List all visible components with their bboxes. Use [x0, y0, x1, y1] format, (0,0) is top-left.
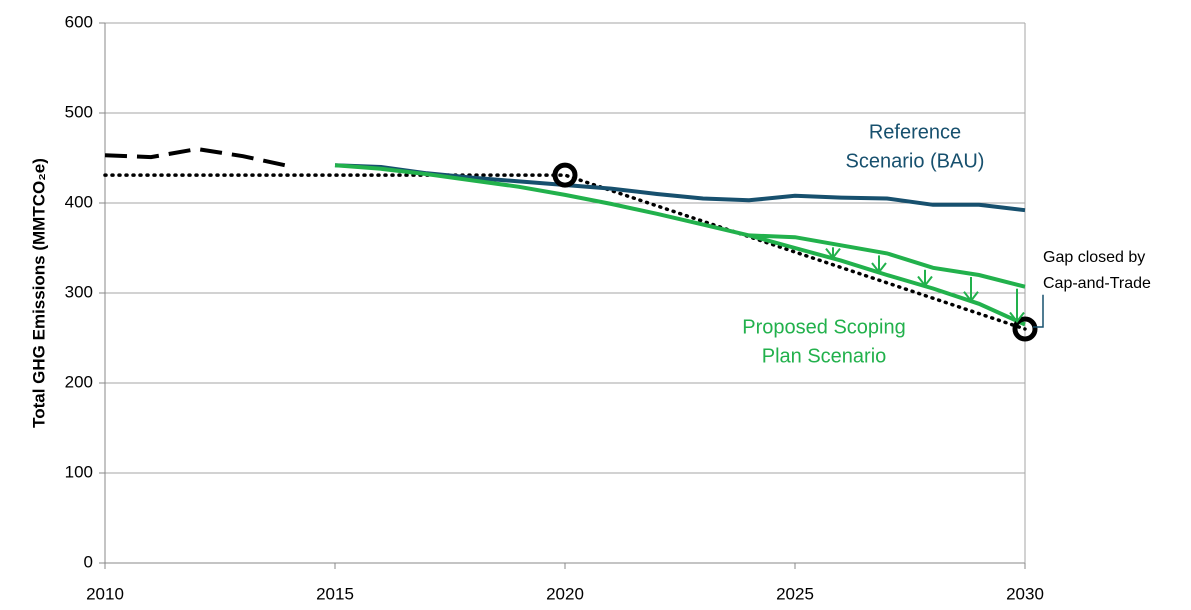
series-line: [103, 173, 1027, 331]
y-tick-label: 600: [65, 12, 93, 31]
x-tick-label: 2015: [316, 584, 354, 603]
annotation: Scenario (BAU): [846, 150, 985, 172]
y-tick-label: 300: [65, 282, 93, 301]
annotation: Reference: [869, 121, 961, 143]
gap-arrow-head: [825, 247, 841, 260]
x-tick-label: 2020: [546, 584, 584, 603]
annotation: Proposed Scoping: [742, 316, 905, 338]
x-tick-label: 2010: [86, 584, 124, 603]
gap-arrow-head: [871, 262, 887, 274]
annotation: Plan Scenario: [762, 345, 887, 367]
gap-arrow-head: [963, 291, 979, 303]
gap-arrow-head: [1009, 311, 1025, 324]
x-tick-label: 2030: [1006, 584, 1044, 603]
y-axis-label: Total GHG Emissions (MMTCO₂e): [29, 158, 48, 428]
annotation: Cap-and-Trade: [1043, 275, 1151, 292]
annotation: Gap closed by: [1043, 249, 1145, 266]
y-tick-label: 200: [65, 372, 93, 391]
series-line: [104, 146, 290, 169]
y-tick-label: 500: [65, 102, 93, 121]
y-tick-label: 100: [65, 462, 93, 481]
y-tick-label: 400: [65, 192, 93, 211]
x-tick-label: 2025: [776, 584, 814, 603]
gap-bracket: [1033, 294, 1044, 328]
series-line: [334, 163, 1026, 327]
target-marker: [1012, 316, 1038, 342]
series-line: [748, 233, 1026, 289]
target-marker: [552, 162, 578, 188]
gap-arrow-head: [917, 275, 933, 288]
y-tick-label: 0: [84, 552, 93, 571]
